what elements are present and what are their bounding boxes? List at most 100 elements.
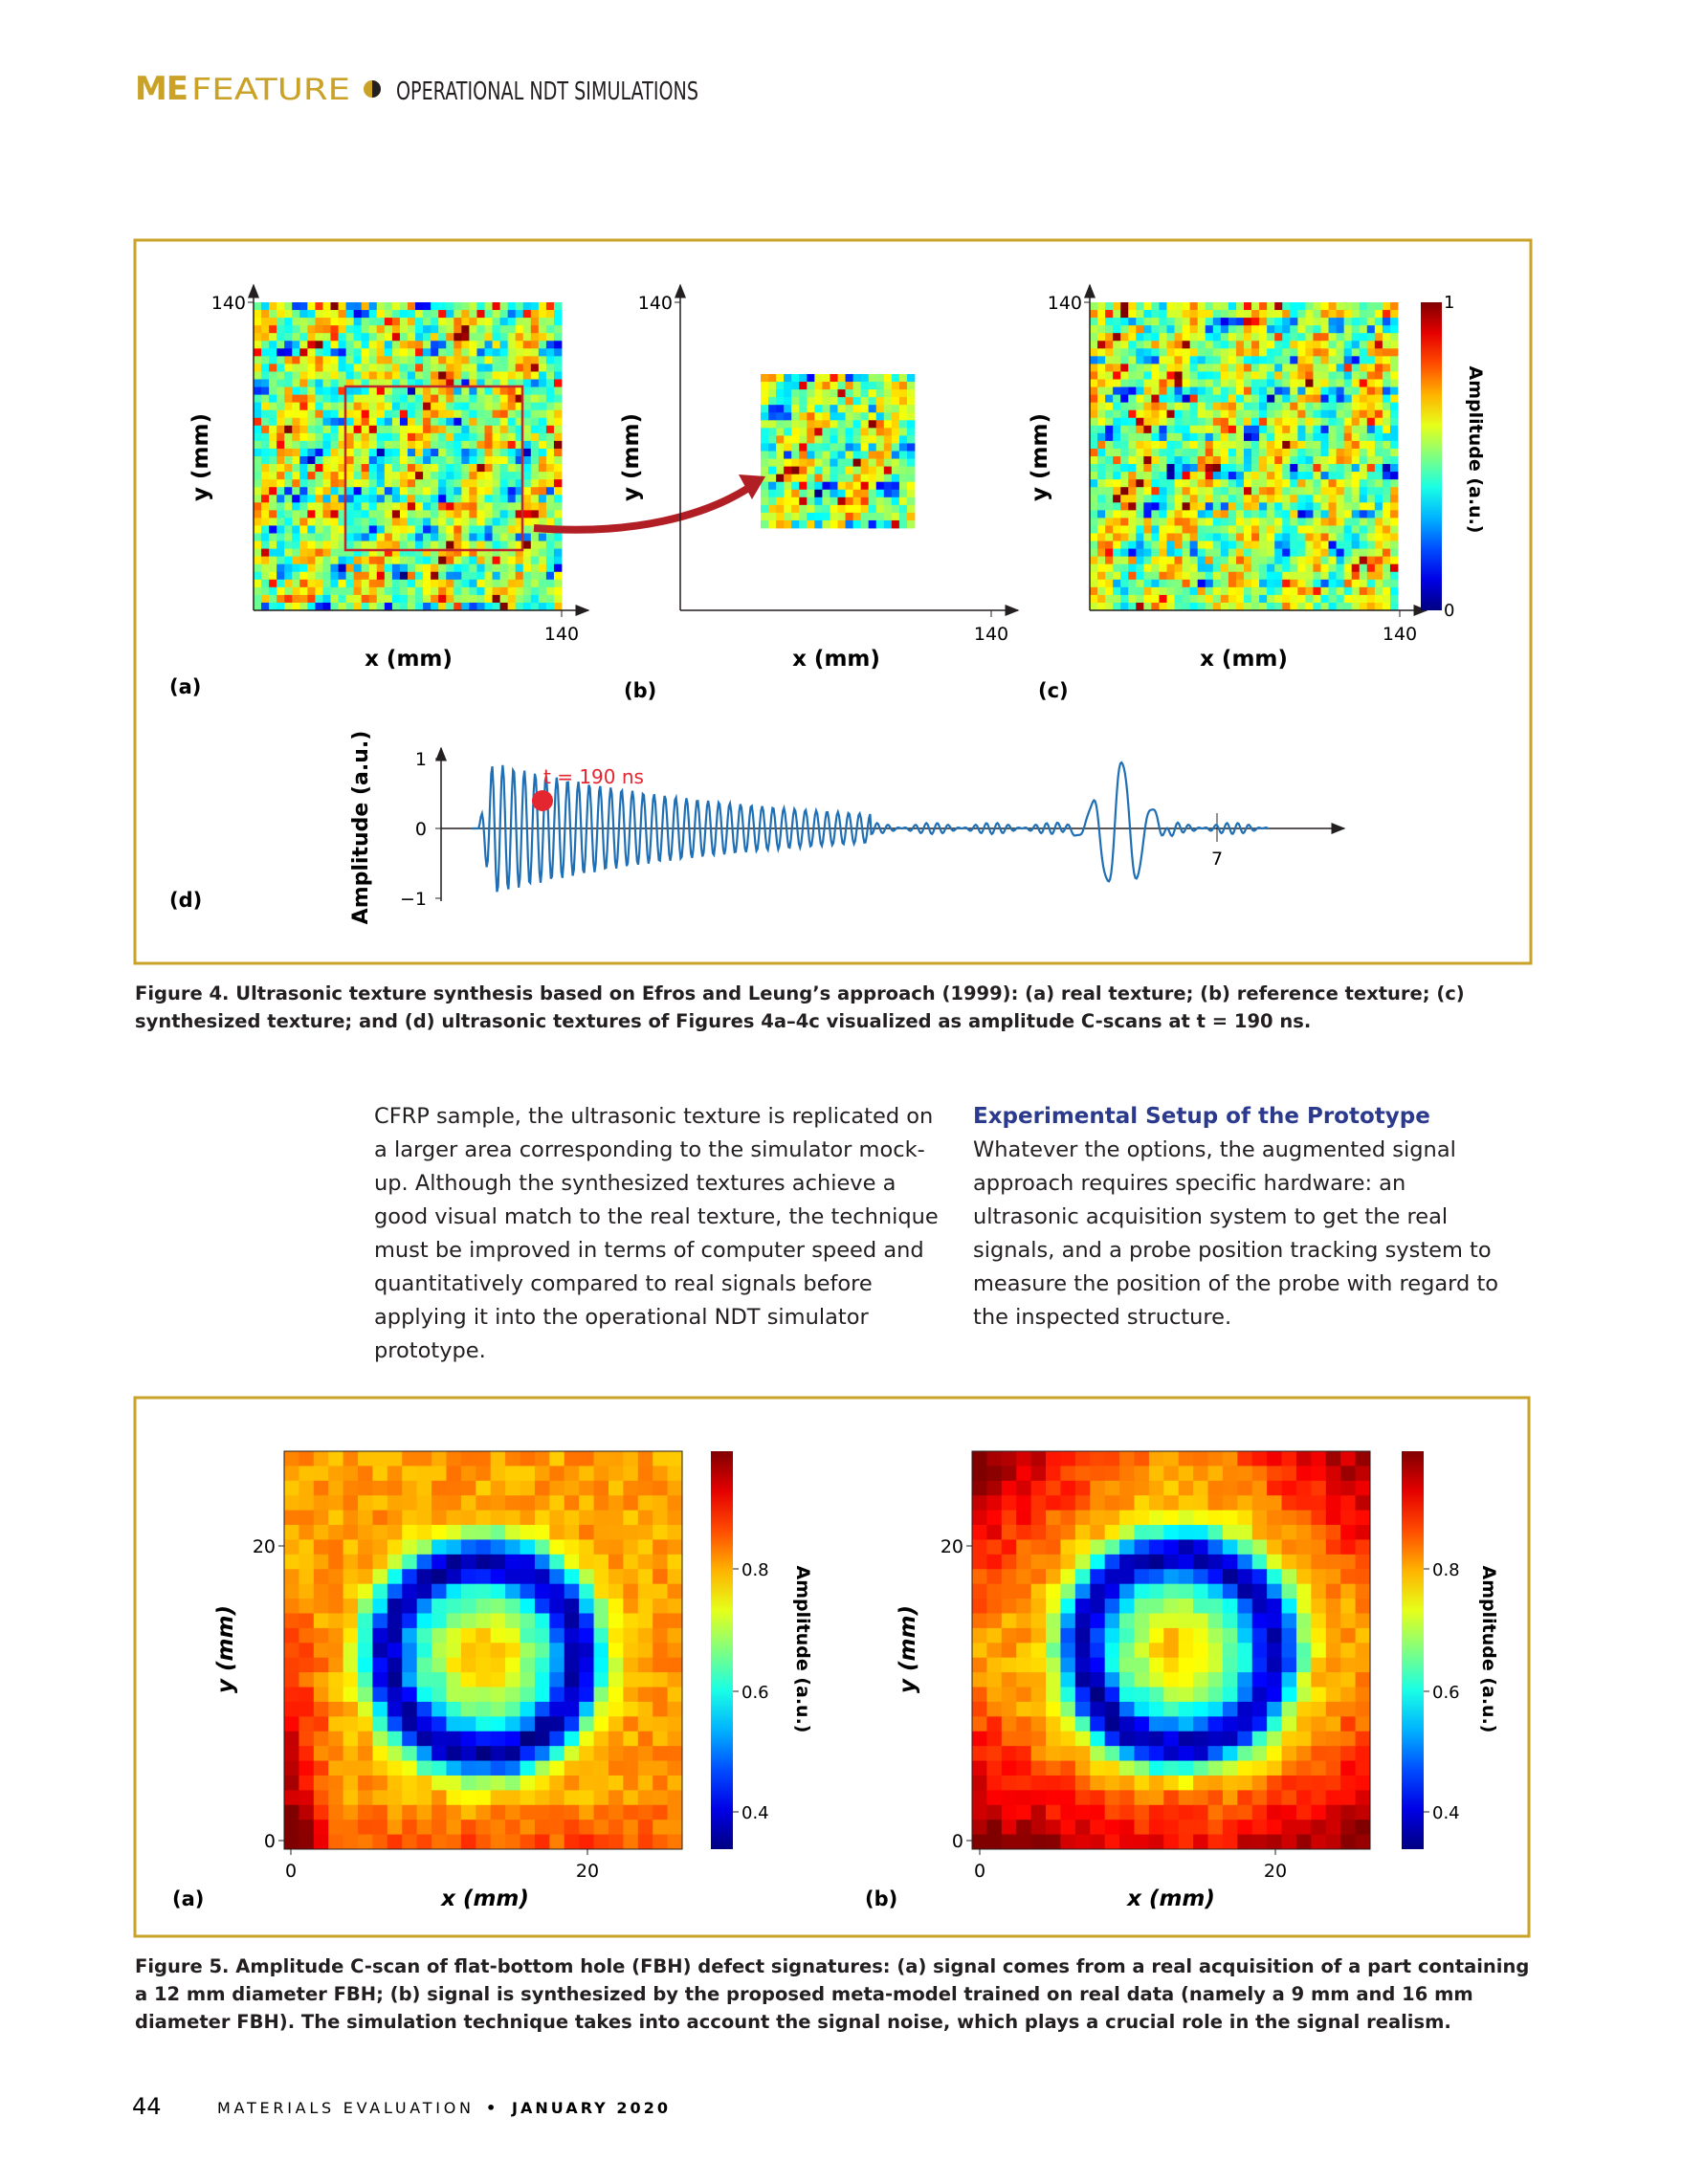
texture-cell (277, 456, 285, 465)
texture-cell (522, 487, 532, 496)
texture-cell (1097, 440, 1106, 450)
texture-cell (484, 318, 493, 326)
texture-cell (883, 405, 893, 413)
texture-cell (431, 479, 439, 488)
texture-cell (507, 533, 517, 541)
heatmap-cell (986, 1480, 1003, 1496)
texture-cell (484, 586, 493, 596)
heatmap-cell (972, 1643, 987, 1659)
heatmap-cell (593, 1466, 609, 1482)
texture-cell (1097, 448, 1106, 457)
texture-cell (830, 451, 838, 459)
texture-cell (307, 456, 316, 465)
texture-cell (1182, 548, 1191, 558)
heatmap-cell (328, 1627, 344, 1644)
texture-cell (1274, 479, 1283, 488)
heatmap-cell (972, 1510, 987, 1526)
texture-cell (845, 405, 853, 413)
texture-cell (1182, 425, 1191, 434)
texture-cell (307, 409, 316, 419)
texture-cell (1359, 525, 1368, 534)
heatmap-cell (1074, 1775, 1091, 1791)
texture-cell (399, 417, 409, 427)
texture-cell (1182, 417, 1191, 427)
texture-cell (507, 602, 517, 611)
texture-cell (875, 504, 885, 514)
texture-cell (330, 386, 339, 395)
texture-cell (507, 579, 517, 588)
texture-cell (1343, 456, 1353, 465)
heatmap-cell (1163, 1613, 1180, 1629)
heatmap-cell (1193, 1539, 1208, 1555)
texture-cell (906, 458, 916, 467)
heatmap-cell (623, 1716, 639, 1732)
heatmap-cell (1207, 1569, 1224, 1585)
texture-cell (1351, 318, 1361, 326)
heatmap-cell (1281, 1451, 1297, 1467)
heatmap-cell (1030, 1466, 1047, 1482)
texture-cell (1374, 318, 1383, 326)
texture-cell (906, 397, 916, 406)
texture-cell (1336, 487, 1345, 496)
texture-cell (1320, 386, 1329, 395)
texture-cell (368, 464, 378, 473)
texture-cell (768, 489, 777, 498)
texture-cell (261, 425, 270, 434)
texture-cell (277, 379, 285, 387)
texture-cell (322, 472, 331, 480)
texture-cell (1212, 464, 1222, 473)
texture-cell (408, 302, 416, 311)
texture-cell (322, 602, 331, 611)
texture-cell (1228, 518, 1237, 526)
texture-cell (530, 540, 540, 549)
texture-cell (1274, 325, 1283, 334)
texture-cell (515, 379, 524, 387)
texture-cell (461, 417, 470, 427)
texture-cell (461, 402, 470, 411)
texture-cell (1328, 525, 1337, 534)
texture-cell (330, 364, 339, 372)
texture-cell (1374, 310, 1383, 319)
heatmap-cell (986, 1510, 1003, 1526)
texture-cell (522, 602, 532, 611)
texture-cell (906, 435, 916, 444)
texture-cell (277, 495, 285, 503)
heatmap-cell (328, 1583, 344, 1599)
texture-cell (1113, 432, 1121, 442)
texture-cell (1351, 579, 1361, 588)
heatmap-cell (653, 1687, 668, 1703)
heatmap-cell (1193, 1804, 1208, 1820)
texture-cell (361, 325, 370, 334)
texture-cell (469, 417, 477, 427)
texture-cell (1174, 472, 1183, 480)
texture-cell (376, 602, 386, 611)
texture-cell (1197, 586, 1206, 596)
texture-cell (845, 412, 853, 421)
texture-cell (1197, 409, 1206, 419)
texture-cell (1320, 579, 1329, 588)
texture-cell (1290, 348, 1298, 357)
heatmap-cell (1104, 1480, 1120, 1496)
texture-cell (1136, 571, 1144, 581)
texture-cell (361, 495, 370, 503)
texture-cell (345, 440, 355, 450)
heatmap-cell (579, 1746, 594, 1761)
texture-cell (446, 318, 454, 326)
texture-cell (1143, 563, 1152, 573)
texture-cell (454, 394, 462, 404)
heatmap-cell (534, 1657, 550, 1673)
heatmap-cell (667, 1701, 683, 1717)
heatmap-cell (313, 1820, 329, 1835)
texture-cell (1174, 464, 1183, 473)
heatmap-cell (490, 1451, 506, 1467)
texture-cell (1197, 479, 1206, 488)
texture-cell (799, 496, 808, 506)
texture-cell (361, 518, 370, 526)
texture-cell (1351, 602, 1361, 611)
texture-cell (545, 502, 555, 511)
texture-cell (1128, 472, 1137, 480)
heatmap-cell (1163, 1627, 1180, 1644)
texture-cell (1328, 579, 1337, 588)
texture-cell (814, 443, 823, 452)
texture-cell (408, 571, 416, 581)
